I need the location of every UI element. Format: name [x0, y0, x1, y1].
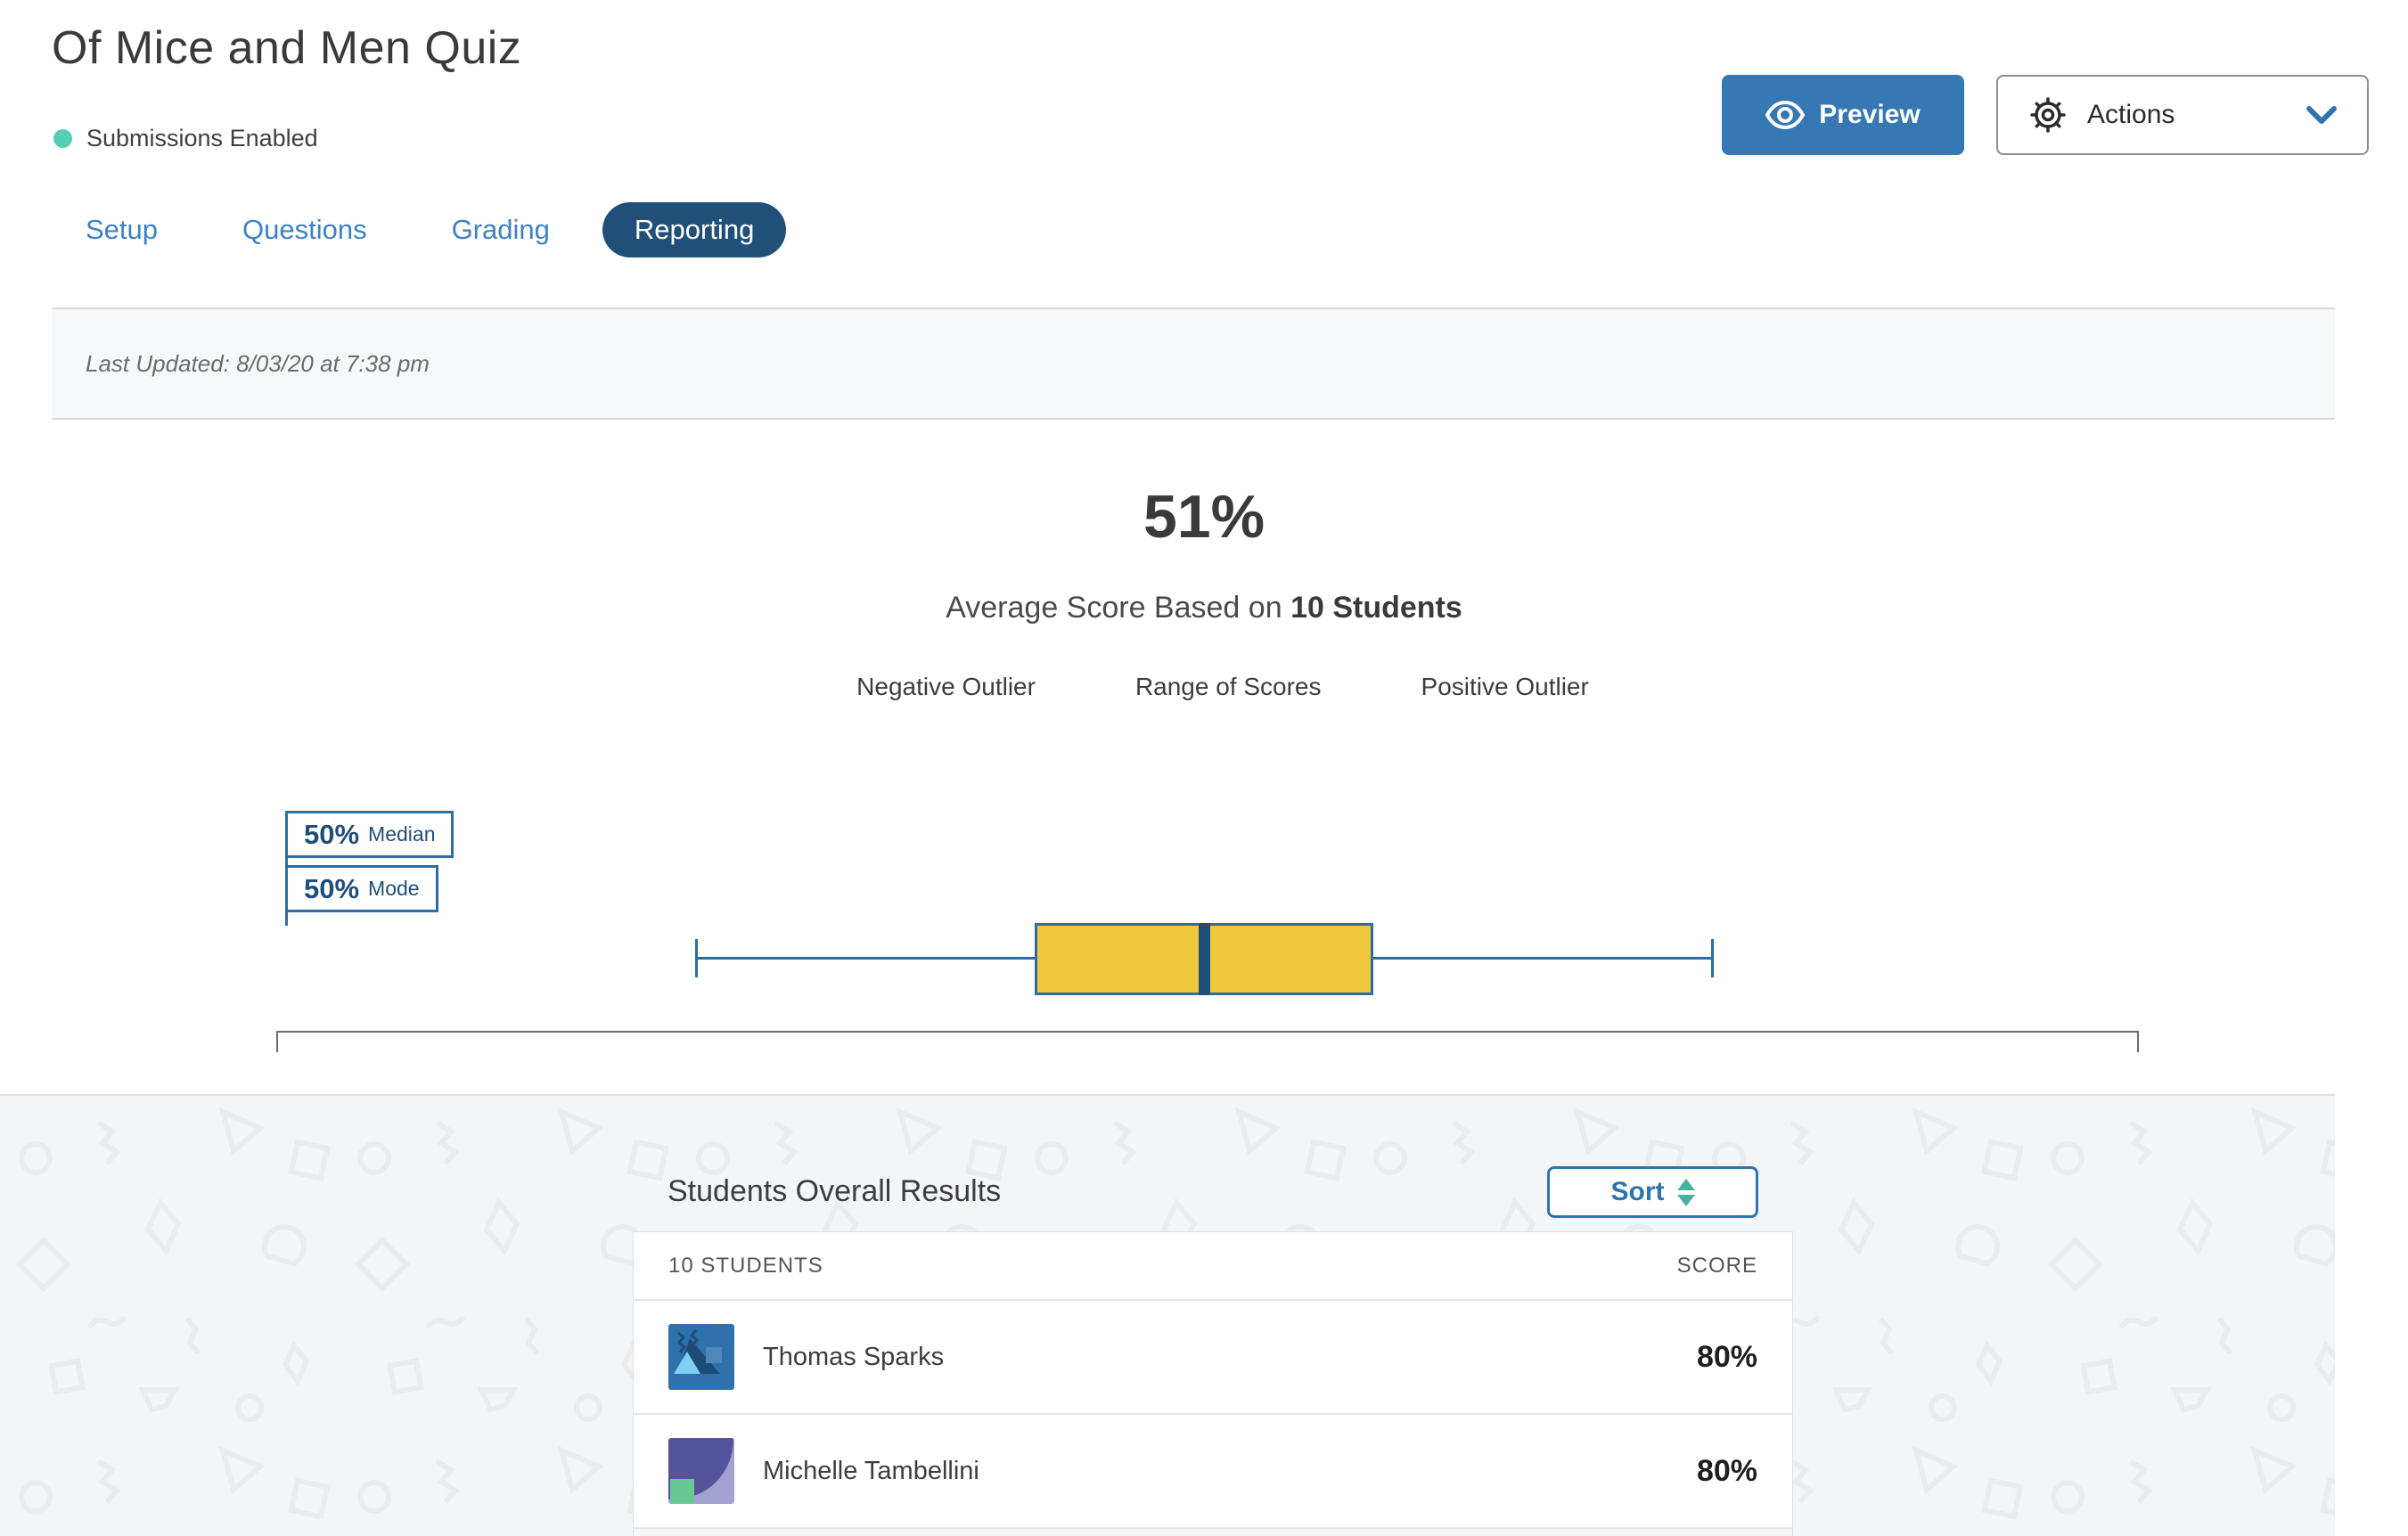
sort-button[interactable]: Sort: [1547, 1166, 1758, 1218]
status-label: Submissions Enabled: [86, 125, 318, 151]
tab-grading[interactable]: Grading: [451, 214, 550, 245]
student-name: Thomas Sparks: [763, 1342, 945, 1371]
score-summary-section: 51% Average Score Based on 10 Students N…: [0, 420, 2408, 1094]
student-score: 80%: [1696, 1453, 1757, 1488]
next-row-partial: [634, 1529, 1792, 1536]
axis-endcap-left: [276, 1031, 278, 1052]
student-score: 80%: [1696, 1339, 1757, 1374]
students-results-section: Students Overall Results Sort 10 STUDENT…: [0, 1094, 2335, 1536]
median-connector-line: [285, 858, 288, 926]
status-dot: [53, 129, 72, 148]
box-whisker-right: [1373, 957, 1712, 960]
legend-item-range-of-scores: Range of Scores: [1098, 673, 1322, 701]
table-row[interactable]: Michelle Tambellini 80%: [634, 1415, 1792, 1529]
score-boxplot: 50% Median 50% Mode: [276, 806, 2139, 1094]
sort-label: Sort: [1610, 1177, 1665, 1206]
score-column-header: SCORE: [1676, 1253, 1757, 1278]
legend-item-positive-outlier: Positive Outlier: [1384, 673, 1589, 701]
box-whisker-left: [696, 957, 1035, 960]
whisker-cap-right: [1710, 939, 1714, 977]
median-bar: [1198, 923, 1210, 995]
results-header: Students Overall Results Sort: [633, 1096, 1793, 1231]
actions-label: Actions: [2087, 100, 2175, 129]
mode-callout: 50% Mode: [285, 865, 438, 912]
chevron-down-icon: [2306, 105, 2337, 125]
table-header-row: 10 STUDENTS SCORE: [634, 1232, 1792, 1301]
median-callout: 50% Median: [285, 811, 455, 858]
avatar: [668, 1324, 734, 1390]
submissions-status: Submissions Enabled: [53, 125, 318, 152]
last-updated-bar: Last Updated: 8/03/20 at 7:38 pm: [52, 307, 2335, 420]
actions-button[interactable]: Actions: [1996, 75, 2369, 155]
preview-label: Preview: [1819, 100, 1921, 129]
axis-line: [276, 1031, 2139, 1033]
students-column-header: 10 STUDENTS: [668, 1253, 823, 1278]
avatar: [668, 1438, 734, 1504]
positive-outlier-dot: [1384, 676, 1406, 699]
average-score-caption: Average Score Based on 10 Students: [946, 591, 1462, 625]
sort-arrows-icon: [1676, 1178, 1695, 1206]
student-name: Michelle Tambellini: [763, 1456, 979, 1485]
boxplot-legend: Negative Outlier Range of Scores Positiv…: [0, 673, 2408, 701]
tab-questions[interactable]: Questions: [242, 214, 367, 245]
tab-bar: Setup Questions Grading Reporting: [86, 202, 787, 257]
average-score-value: 51%: [1143, 483, 1265, 551]
range-of-scores-dot: [1098, 676, 1120, 699]
page-title: Of Mice and Men Quiz: [52, 22, 522, 74]
whisker-cap-left: [694, 939, 698, 977]
last-updated-text: Last Updated: 8/03/20 at 7:38 pm: [86, 349, 430, 377]
header: Of Mice and Men Quiz Submissions Enabled…: [0, 0, 2408, 307]
students-table: 10 STUDENTS SCORE Thomas Sparks 80%: [633, 1231, 1793, 1536]
negative-outlier-dot: [819, 676, 841, 699]
tab-reporting[interactable]: Reporting: [602, 202, 787, 257]
eye-icon: [1765, 101, 1806, 129]
axis: [276, 806, 2139, 1094]
table-row[interactable]: Thomas Sparks 80%: [634, 1301, 1792, 1415]
axis-endcap-right: [2137, 1031, 2139, 1052]
tab-setup[interactable]: Setup: [86, 214, 159, 245]
gear-icon: [2028, 95, 2068, 135]
preview-button[interactable]: Preview: [1722, 75, 1964, 155]
results-title: Students Overall Results: [668, 1174, 1002, 1208]
legend-item-negative-outlier: Negative Outlier: [819, 673, 1036, 701]
